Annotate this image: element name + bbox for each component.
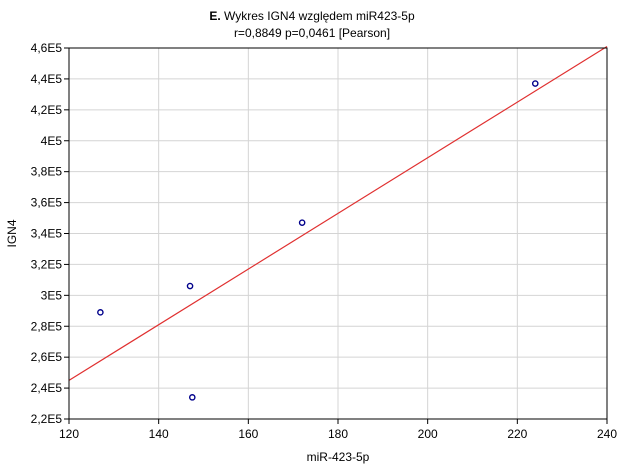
- y-tick-label: 3,2E5: [31, 257, 63, 271]
- y-tick-label: 4,6E5: [31, 41, 63, 55]
- regression-line: [68, 45, 608, 381]
- y-tick-label: 3,8E5: [31, 165, 63, 179]
- panel-label: E.: [209, 9, 221, 23]
- x-tick-label: 160: [238, 427, 258, 441]
- x-tick-label: 140: [149, 427, 169, 441]
- tick-labels: 120 140 160 180 200 220 240 2,2E5 2,4E5 2,6E5 2,8E…: [31, 41, 618, 441]
- y-tick-label: 4,2E5: [31, 103, 63, 117]
- x-axis-label: miR-423-5p: [307, 450, 370, 464]
- chart-title-text: Wykres IGN4 względem miR423-5p: [224, 9, 415, 23]
- fit-line-group: [68, 45, 608, 381]
- y-tick-label: 3,4E5: [31, 227, 63, 241]
- y-tick-label: 4E5: [41, 134, 63, 148]
- data-point: [186, 282, 194, 290]
- y-tick-label: 3,6E5: [31, 196, 63, 210]
- x-tick-label: 240: [597, 427, 617, 441]
- grid: [68, 47, 608, 420]
- y-tick-label: 4,4E5: [31, 72, 63, 86]
- y-axis-label: IGN4: [5, 219, 19, 247]
- x-tick-label: 180: [328, 427, 348, 441]
- y-tick-label: 2,2E5: [31, 412, 63, 426]
- chart-subtitle: r=0,8849 p=0,0461 [Pearson]: [233, 26, 391, 40]
- data-point: [531, 80, 539, 87]
- y-tick-label: 3E5: [41, 288, 63, 302]
- data-point: [97, 309, 104, 316]
- data-point: [188, 394, 196, 401]
- data-point: [298, 219, 306, 226]
- chart-title: E. Wykres IGN4 względem miR423-5p: [0, 9, 624, 23]
- x-tick-label: 200: [418, 427, 438, 441]
- y-tick-label: 2,6E5: [31, 350, 63, 364]
- x-tick-label: 220: [507, 427, 527, 441]
- y-tick-label: 2,4E5: [31, 381, 63, 395]
- data-points: [97, 80, 539, 401]
- x-tick-label: 120: [59, 427, 79, 441]
- axes: [64, 47, 608, 424]
- y-tick-label: 2,8E5: [31, 319, 63, 333]
